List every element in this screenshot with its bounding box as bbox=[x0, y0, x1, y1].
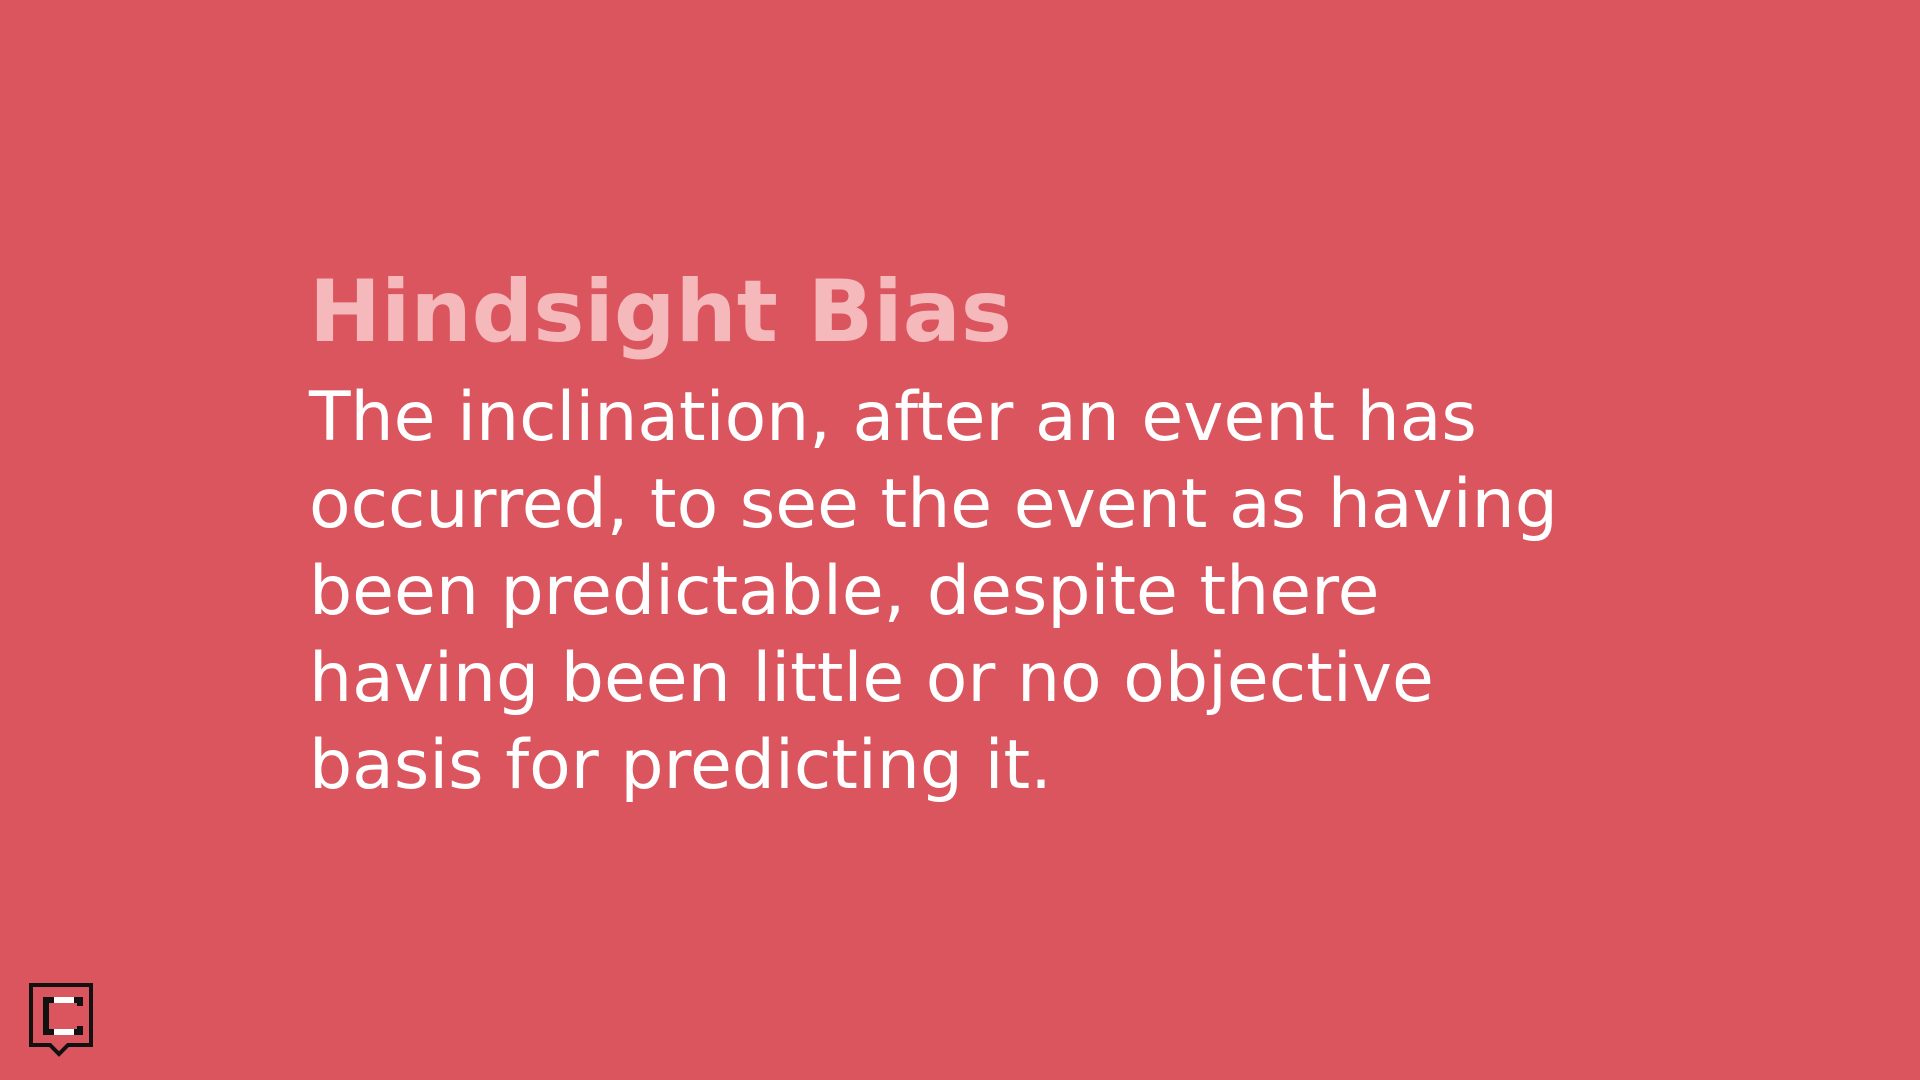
slide-content: Hindsight Bias The inclination, after an… bbox=[309, 262, 1609, 809]
speech-bubble-c-logo-icon bbox=[28, 982, 94, 1058]
definition-text: The inclination, after an event has occu… bbox=[309, 378, 1558, 805]
slide-title: Hindsight Bias bbox=[309, 262, 1012, 362]
